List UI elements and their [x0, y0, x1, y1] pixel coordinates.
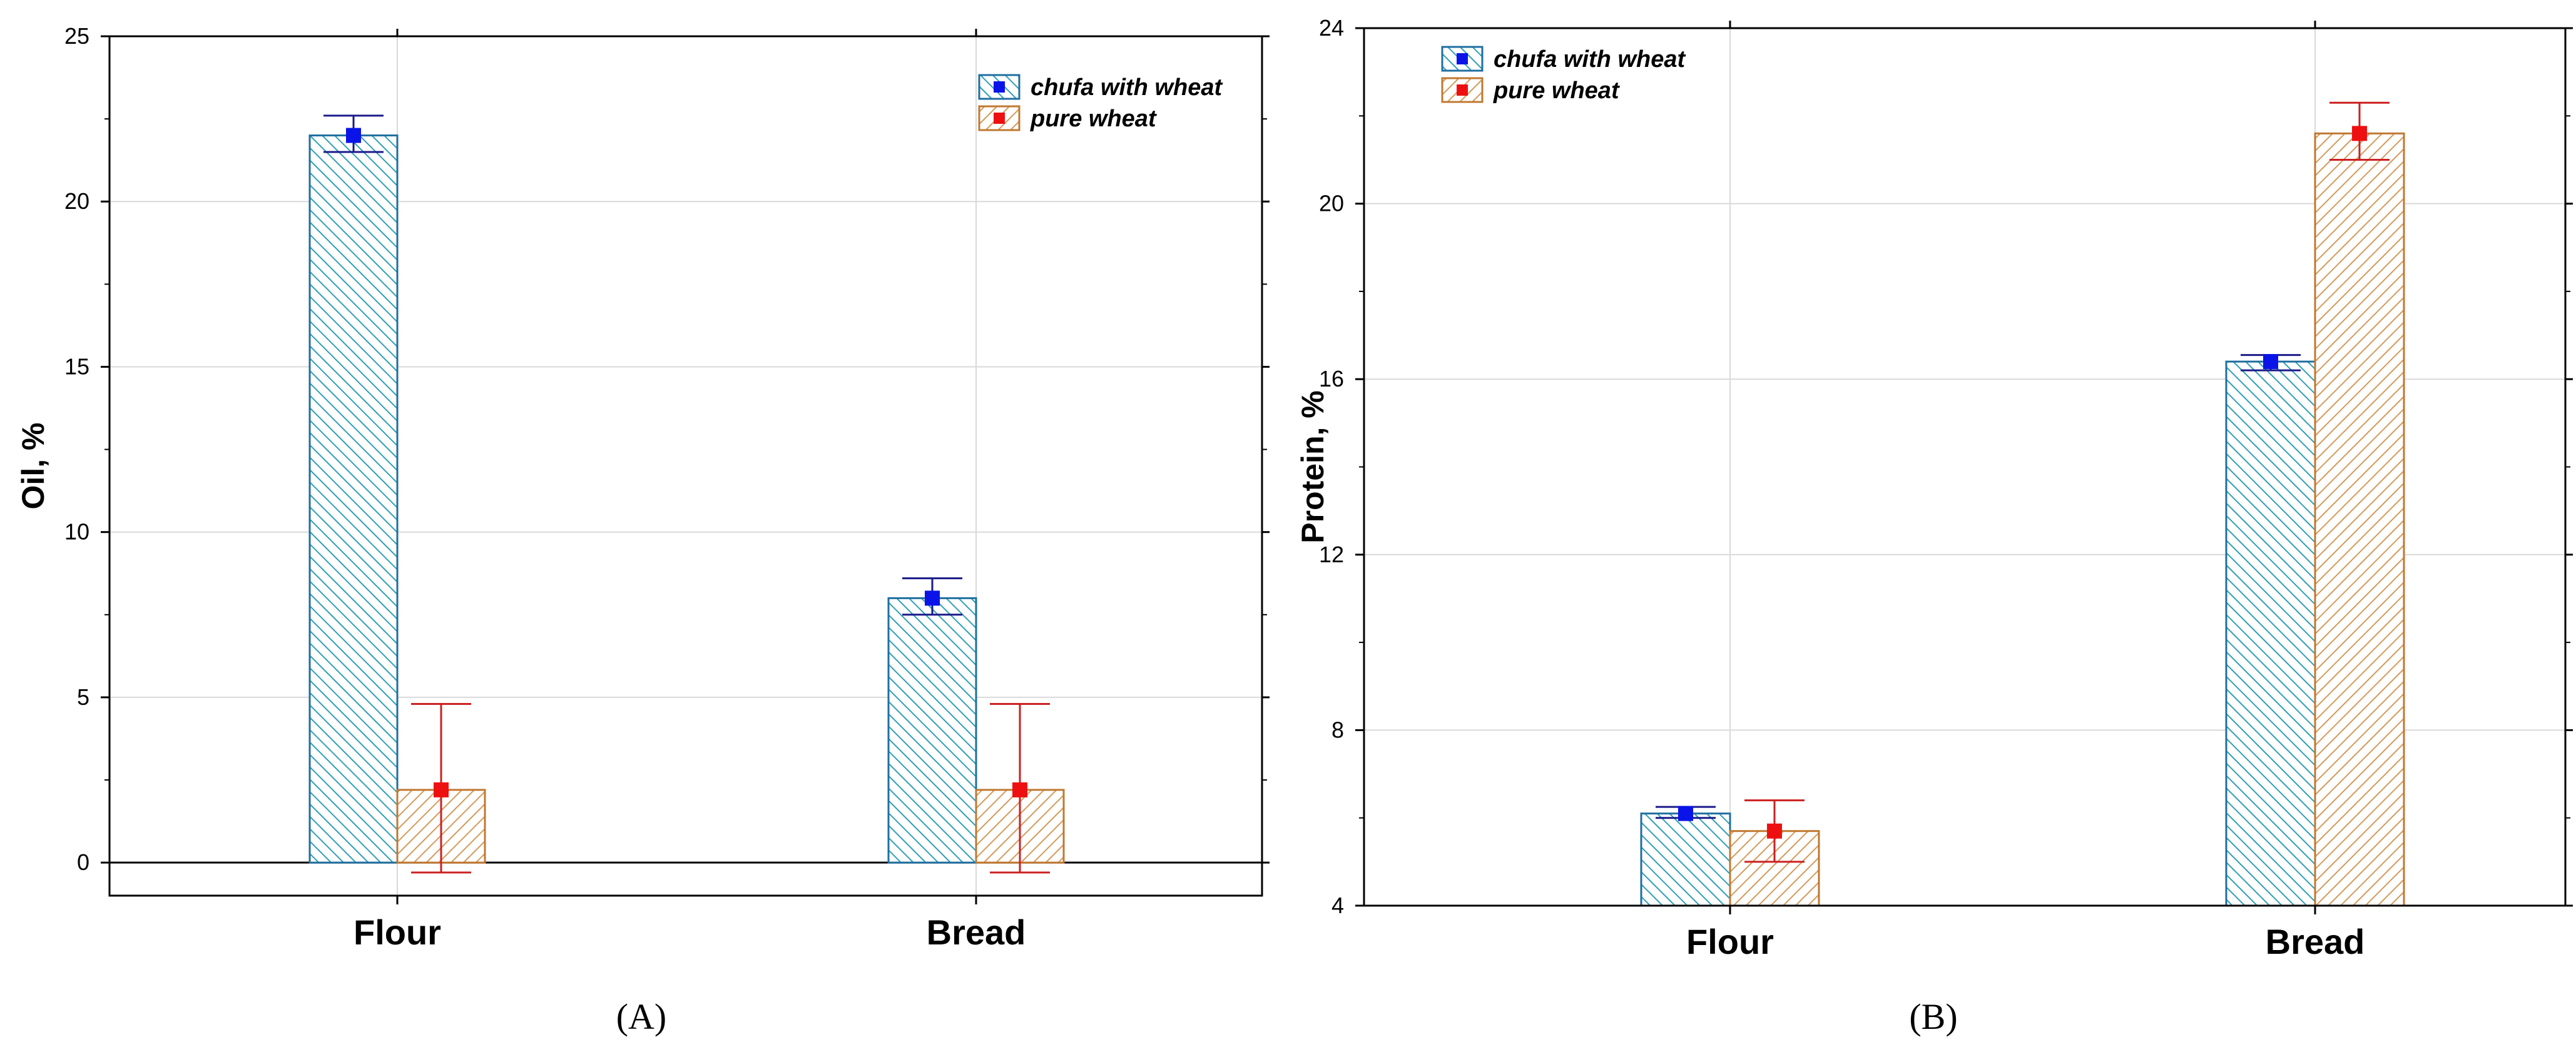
y-tick-label-b-4: 20 [1319, 191, 1344, 216]
y-axis-label-b: Protein, % [1295, 390, 1330, 543]
marker-pure-flour-b [1767, 823, 1782, 839]
legend-marker-pure-a [994, 113, 1005, 124]
y-tick-label-a-0: 0 [77, 849, 89, 875]
bar-chufa-bread-b [2225, 360, 2316, 907]
marker-chufa-flour-b [1678, 806, 1693, 821]
category-label-bread-a: Bread [927, 913, 1026, 952]
y-tick-label-b-5: 24 [1319, 15, 1344, 41]
marker-pure-bread-b [2352, 126, 2367, 141]
y-tick-label-a-5: 25 [64, 23, 89, 49]
category-label-bread-b: Bread [2266, 922, 2365, 961]
legend-a: chufa with wheat pure wheat [978, 74, 1223, 132]
chart-b: 4 8 12 16 20 24 Protein, % Flour Bread chufa … [1295, 15, 2573, 1037]
legend-label-chufa-b: chufa with wheat [1494, 46, 1686, 73]
legend-marker-pure-b [1457, 84, 1468, 96]
bar-chufa-bread-a [887, 597, 977, 864]
category-label-flour-a: Flour [354, 913, 441, 952]
y-tick-label-a-2: 10 [64, 519, 89, 545]
marker-pure-bread-a [1012, 782, 1027, 797]
legend-label-pure-a: pure wheat [1030, 106, 1157, 132]
chart-a: 0 5 10 15 20 25 Oil, % Flour Bread chufa with… [16, 23, 1270, 1037]
panel-label-a: (A) [616, 996, 667, 1037]
y-tick-label-a-4: 20 [64, 188, 89, 214]
bar-chufa-flour-a [308, 134, 399, 864]
plot-frame-a [108, 35, 1263, 897]
legend-marker-chufa-a [994, 81, 1005, 93]
y-tick-label-a-3: 15 [64, 353, 89, 379]
y-tick-label-b-2: 12 [1319, 542, 1344, 567]
panel-label-b: (B) [1909, 996, 1957, 1037]
legend-label-pure-b: pure wheat [1493, 78, 1620, 104]
marker-chufa-flour-a [346, 128, 361, 143]
y-tick-label-b-0: 4 [1331, 893, 1344, 918]
marker-chufa-bread-a [925, 590, 940, 606]
y-tick-label-b-1: 8 [1331, 717, 1344, 742]
y-axis-label-a: Oil, % [16, 423, 51, 510]
marker-chufa-bread-b [2263, 354, 2278, 370]
bar-chufa-flour-b [1640, 812, 1731, 907]
y-tick-label-b-3: 16 [1319, 366, 1344, 392]
legend-label-chufa-a: chufa with wheat [1031, 74, 1223, 101]
y-tick-label-a-1: 5 [77, 684, 89, 710]
legend-b: chufa with wheat pure wheat [1441, 46, 1686, 104]
marker-pure-flour-a [434, 782, 449, 797]
legend-marker-chufa-b [1457, 53, 1468, 64]
bar-pure-bread-b [2314, 132, 2405, 907]
category-label-flour-b: Flour [1686, 922, 1774, 961]
